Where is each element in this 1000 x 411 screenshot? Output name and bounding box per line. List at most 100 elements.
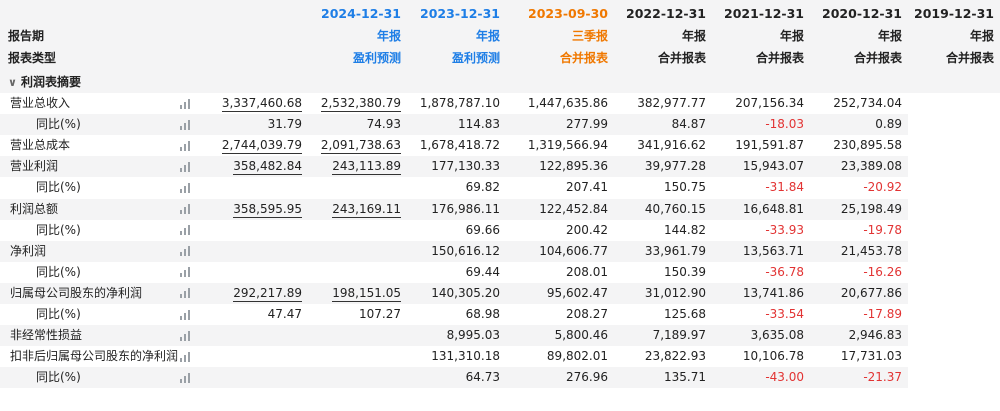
value-cell: 2,532,380.79 — [308, 93, 407, 114]
header-column-2024-12-31[interactable]: 2024-12-31 年报 盈利预测 — [308, 0, 407, 72]
value-cell: 104,606.77 — [506, 240, 614, 262]
header-period: 年报 — [779, 29, 804, 43]
value-cell: 358,595.95 — [200, 198, 308, 220]
forecast-value-link[interactable]: 243,169.11 — [332, 201, 401, 218]
bar-chart-icon[interactable] — [180, 119, 190, 130]
row-label-text: 营业总成本 — [10, 138, 71, 153]
bar-chart-icon[interactable] — [180, 225, 190, 236]
value-cell: 31,012.90 — [614, 282, 712, 304]
value-cell — [308, 240, 407, 262]
value-cell: 10,106.78 — [742, 349, 804, 364]
value-cell: 74.93 — [308, 114, 407, 136]
header-column-2021-12-31[interactable]: 2021-12-31 年报 合并报表 — [712, 0, 810, 72]
bar-chart-icon[interactable] — [180, 98, 190, 109]
value-cell — [308, 346, 407, 367]
report-type-label: 报表类型 — [8, 51, 57, 65]
value-cell: 135.71 — [614, 367, 712, 389]
row-label-text: 营业总收入 — [10, 96, 71, 111]
forecast-value-link[interactable]: 2,532,380.79 — [320, 96, 401, 113]
row-label-text: 净利润 — [10, 243, 47, 258]
row-label: 营业总成本 — [0, 135, 200, 156]
value-cell: 208.27 — [566, 307, 608, 322]
value-cell: 207,156.34 — [735, 96, 804, 111]
value-cell: 1,678,418.72 — [419, 138, 500, 153]
header-label-column: 报告期 报表类型 — [0, 0, 200, 72]
value-cell: 25,198.49 — [810, 198, 908, 220]
forecast-value-link[interactable]: 292,217.89 — [233, 285, 302, 302]
row-label-text: 利润总额 — [10, 201, 59, 216]
row-label: 净利润 — [0, 240, 200, 262]
header-date: 2024-12-31 — [321, 6, 401, 21]
header-date: 2019-12-31 — [914, 6, 994, 21]
forecast-value-link[interactable]: 358,595.95 — [233, 201, 302, 218]
value-cell: 13,563.71 — [712, 240, 810, 262]
table-row: 同比(%) 69.66 200.42 144.82 -33.93 -19.78 — [0, 220, 1000, 241]
header-column-2020-12-31[interactable]: 2020-12-31 年报 合并报表 — [810, 0, 908, 72]
header-column-2023-12-31[interactable]: 2023-12-31 年报 盈利预测 — [407, 0, 506, 72]
bar-chart-icon[interactable] — [180, 267, 190, 278]
bar-chart-icon[interactable] — [180, 182, 190, 193]
header-period: 年报 — [877, 29, 902, 43]
value-cell: 200.42 — [566, 222, 608, 237]
forecast-value-link[interactable]: 3,337,460.68 — [221, 96, 302, 113]
table-row: 非经常性损益 8,995.03 5,800.46 7,189.97 3,635.08 2,… — [0, 325, 1000, 347]
header-type: 合并报表 — [853, 51, 902, 65]
header-column-2023-09-30[interactable]: 2023-09-30 三季报 合并报表 — [506, 0, 614, 72]
bar-chart-icon[interactable] — [180, 351, 190, 362]
bar-chart-icon[interactable] — [180, 309, 190, 320]
row-label: 同比(%) — [0, 304, 200, 325]
bar-chart-icon[interactable] — [180, 288, 190, 299]
report-period-label: 报告期 — [8, 29, 45, 43]
value-cell: 1,878,787.10 — [419, 96, 500, 111]
forecast-value-link[interactable]: 198,151.05 — [332, 285, 401, 302]
table-row: 归属母公司股东的净利润 292,217.89 198,151.05 140,305.2… — [0, 282, 1000, 304]
value-cell: 122,452.84 — [506, 198, 614, 220]
bar-chart-icon[interactable] — [180, 140, 190, 151]
value-cell: 276.96 — [506, 367, 614, 389]
row-label-text: 归属母公司股东的净利润 — [10, 285, 143, 300]
row-label: 营业利润 — [0, 156, 200, 178]
row-label-text: 同比(%) — [36, 264, 81, 279]
table-body: ∨ 利润表摘要营业总收入 3,337,460.68 2,532,380.79 1,878… — [0, 72, 1000, 389]
value-cell: 31.79 — [200, 114, 308, 136]
table-row: 营业总成本 2,744,039.79 2,091,738.63 1,678,418.7… — [0, 135, 1000, 156]
header-period: 年报 — [376, 29, 401, 43]
header-column-2019-12-31[interactable]: 2019-12-31 年报 合并报表 — [908, 0, 1000, 72]
empty-cell — [200, 72, 308, 93]
row-label: 扣非后归属母公司股东的净利润 — [0, 346, 200, 367]
value-cell: 16,648.81 — [712, 198, 810, 220]
forecast-value-link[interactable]: 2,091,738.63 — [320, 138, 401, 155]
value-cell: 7,189.97 — [614, 325, 712, 347]
value-cell: 5,800.46 — [506, 325, 614, 347]
header-column-2022-12-31[interactable]: 2022-12-31 年报 合并报表 — [614, 0, 712, 72]
section-label: 利润表摘要 — [20, 75, 81, 89]
chevron-down-icon[interactable]: ∨ — [8, 76, 17, 89]
table-row: 同比(%) 64.73 276.96 135.71 -43.00 -21.37 — [0, 367, 1000, 389]
value-cell: 3,635.08 — [712, 325, 810, 347]
value-cell: 23,389.08 — [810, 156, 908, 178]
bar-chart-icon[interactable] — [180, 204, 190, 215]
value-cell: 2,091,738.63 — [308, 135, 407, 156]
bar-chart-icon[interactable] — [180, 330, 190, 341]
section-toggle[interactable]: ∨ 利润表摘要 — [0, 72, 200, 93]
table-row: 利润总额 358,595.95 243,169.11 176,986.11 122,45… — [0, 198, 1000, 220]
forecast-value-link[interactable]: 2,744,039.79 — [221, 138, 302, 155]
value-cell — [308, 325, 407, 347]
value-cell: 292,217.89 — [200, 282, 308, 304]
header-date: 2021-12-31 — [724, 6, 804, 21]
forecast-value-link[interactable]: 358,482.84 — [233, 159, 302, 176]
value-cell: 13,741.86 — [712, 282, 810, 304]
section-row[interactable]: ∨ 利润表摘要 — [0, 72, 1000, 93]
forecast-value-link[interactable]: 243,113.89 — [332, 159, 401, 176]
value-cell — [200, 367, 308, 389]
row-label-text: 扣非后归属母公司股东的净利润 — [10, 349, 179, 364]
bar-chart-icon[interactable] — [180, 372, 190, 383]
bar-chart-icon[interactable] — [180, 161, 190, 172]
table-row: 同比(%) 69.82 207.41 150.75 -31.84 -20.92 — [0, 177, 1000, 198]
value-cell: -17.89 — [863, 307, 902, 322]
empty-cell — [810, 72, 908, 93]
value-cell: 277.99 — [506, 114, 614, 136]
value-cell: 64.73 — [407, 367, 506, 389]
bar-chart-icon[interactable] — [180, 246, 190, 257]
value-cell: 69.82 — [465, 180, 500, 195]
